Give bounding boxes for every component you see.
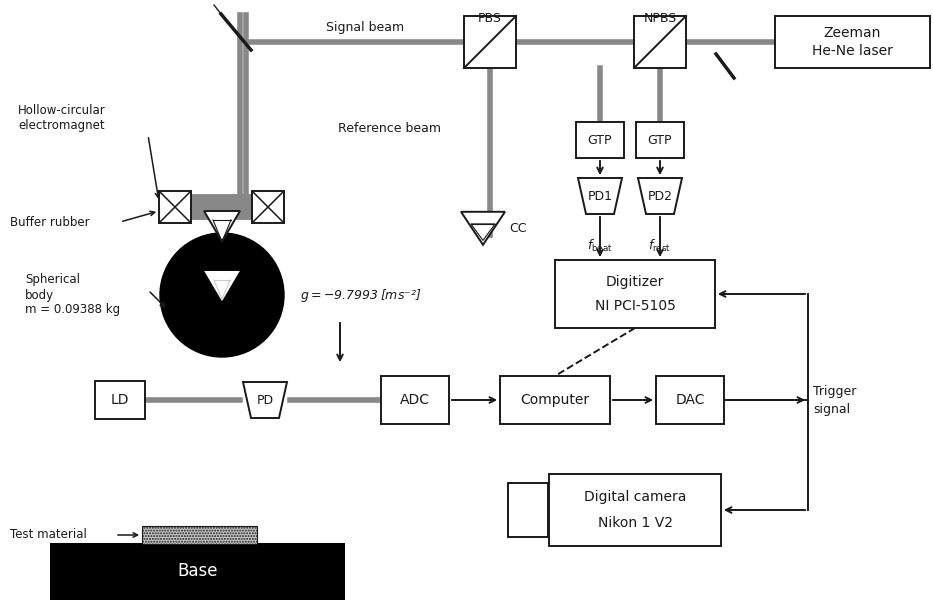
Text: PD: PD bbox=[257, 393, 273, 406]
Polygon shape bbox=[204, 211, 240, 241]
Bar bbox=[774, 16, 929, 68]
Bar bbox=[508, 483, 548, 537]
Circle shape bbox=[160, 233, 284, 357]
Text: signal: signal bbox=[813, 403, 850, 417]
Bar bbox=[142, 526, 257, 544]
Text: $f_{\mathrm{beat}}$: $f_{\mathrm{beat}}$ bbox=[587, 238, 613, 254]
Bar bbox=[656, 376, 724, 424]
Text: NPBS: NPBS bbox=[644, 12, 676, 25]
Text: Digital camera: Digital camera bbox=[584, 490, 686, 504]
Bar bbox=[500, 376, 610, 424]
Text: Base: Base bbox=[177, 563, 217, 580]
Text: Digitizer: Digitizer bbox=[606, 275, 664, 289]
Text: Buffer rubber: Buffer rubber bbox=[10, 216, 90, 229]
Bar bbox=[95, 381, 145, 419]
Text: PD2: PD2 bbox=[648, 189, 673, 202]
Polygon shape bbox=[471, 224, 495, 240]
Polygon shape bbox=[638, 178, 682, 214]
Polygon shape bbox=[243, 382, 287, 418]
Text: Hollow-circular
electromagnet: Hollow-circular electromagnet bbox=[18, 104, 105, 132]
Text: Test material: Test material bbox=[10, 529, 87, 541]
Text: Zeeman: Zeeman bbox=[823, 26, 881, 40]
Text: CC: CC bbox=[509, 222, 526, 235]
Text: NI PCI-5105: NI PCI-5105 bbox=[594, 299, 675, 313]
Bar bbox=[252, 191, 284, 223]
Text: Reference beam: Reference beam bbox=[339, 122, 441, 134]
Text: Nikon 1 V2: Nikon 1 V2 bbox=[597, 516, 673, 530]
Text: Computer: Computer bbox=[521, 393, 590, 407]
Bar bbox=[464, 16, 516, 68]
Text: He-Ne laser: He-Ne laser bbox=[812, 45, 893, 59]
Text: PBS: PBS bbox=[478, 12, 502, 25]
Text: DAC: DAC bbox=[675, 393, 704, 407]
Text: GTP: GTP bbox=[588, 133, 612, 147]
Text: ADC: ADC bbox=[400, 393, 430, 407]
Text: PD1: PD1 bbox=[588, 189, 612, 202]
Text: GTP: GTP bbox=[648, 133, 673, 147]
Text: Trigger: Trigger bbox=[813, 386, 856, 398]
Polygon shape bbox=[206, 272, 238, 299]
Bar bbox=[549, 474, 721, 546]
Polygon shape bbox=[461, 212, 505, 245]
Text: $g$ = −9.7993 [ms⁻²]: $g$ = −9.7993 [ms⁻²] bbox=[300, 287, 422, 304]
Text: $f_{\mathrm{rest}}$: $f_{\mathrm{rest}}$ bbox=[648, 238, 672, 254]
Text: Spherical
body
m = 0.09388 kg: Spherical body m = 0.09388 kg bbox=[25, 274, 120, 316]
Polygon shape bbox=[578, 178, 622, 214]
Bar bbox=[555, 260, 715, 328]
Bar bbox=[634, 16, 686, 68]
Bar bbox=[576, 122, 624, 158]
Text: LD: LD bbox=[111, 393, 130, 407]
Text: Signal beam: Signal beam bbox=[326, 21, 404, 34]
Bar bbox=[381, 376, 449, 424]
Bar bbox=[636, 122, 684, 158]
Bar bbox=[50, 543, 345, 600]
Bar bbox=[159, 191, 191, 223]
